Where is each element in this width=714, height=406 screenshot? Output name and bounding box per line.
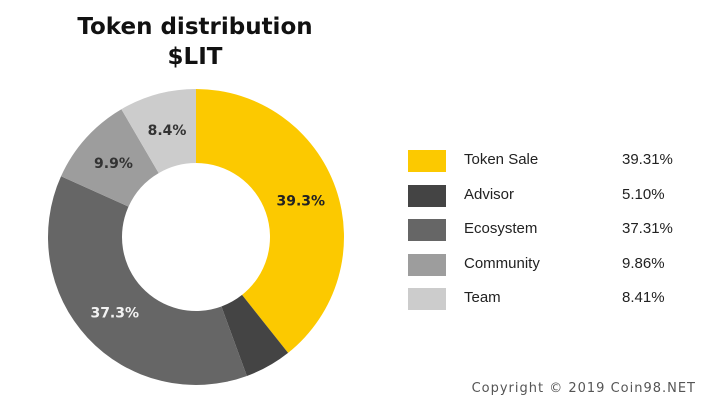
- slice-label: 9.9%: [94, 156, 133, 172]
- legend-label: Team: [464, 289, 501, 306]
- donut-slice-team: [121, 89, 196, 174]
- legend-label: Community: [464, 254, 540, 272]
- legend-item-advisor: Advisor 5.10%: [408, 183, 698, 218]
- donut-slice-token-sale: [196, 89, 345, 353]
- legend-value: 9.86%: [622, 254, 665, 272]
- chart-title-block: Token distribution $LIT: [40, 12, 350, 72]
- legend-swatch: [408, 184, 446, 207]
- donut-slice-labels: 39.3% 37.3% 9.9% 8.4%: [90, 123, 325, 322]
- legend-item-ecosystem: Ecosystem 37.31%: [408, 217, 698, 252]
- chart-subtitle: $LIT: [167, 44, 223, 70]
- legend-swatch: [408, 150, 446, 172]
- legend-label: Token Sale: [464, 151, 539, 168]
- donut-slice-community: [61, 109, 159, 207]
- chart-title: Token distribution: [77, 14, 313, 40]
- donut-slice-ecosystem: [48, 176, 247, 386]
- legend-value: 37.31%: [622, 220, 673, 237]
- legend-label: Ecosystem: [464, 220, 538, 237]
- legend-swatch: [408, 219, 446, 241]
- legend-swatch: [408, 253, 446, 276]
- donut-slices: [48, 89, 345, 386]
- legend-item-token-sale: Token Sale 39.31%: [408, 148, 698, 183]
- donut-slice-advisor: [221, 294, 289, 376]
- chart-legend: Token Sale 39.31% Advisor 5.10% Ecosyste…: [408, 148, 698, 321]
- legend-swatch: [408, 288, 446, 310]
- slice-label: 39.3%: [277, 193, 326, 209]
- copyright-text: Copyright © 2019 Coin98.NET: [471, 381, 696, 396]
- slice-label: 37.3%: [90, 306, 139, 322]
- legend-label: Advisor: [464, 185, 515, 203]
- legend-value: 5.10%: [622, 185, 665, 203]
- legend-item-community: Community 9.86%: [408, 252, 698, 287]
- slice-label: 8.4%: [148, 123, 187, 139]
- legend-value: 39.31%: [622, 151, 673, 168]
- legend-value: 8.41%: [622, 289, 665, 306]
- legend-item-team: Team 8.41%: [408, 286, 698, 321]
